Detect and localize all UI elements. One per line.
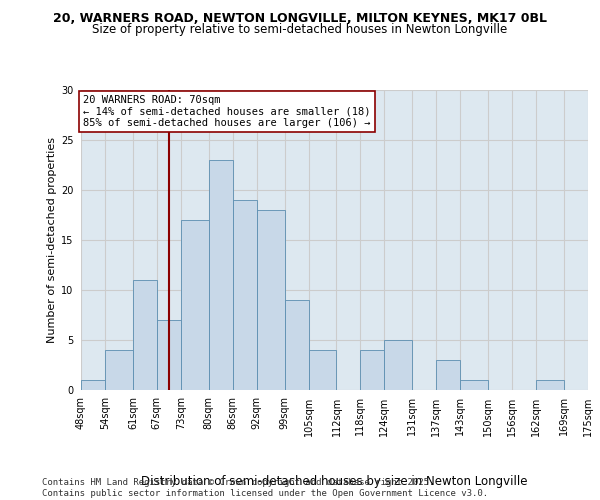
Bar xyxy=(436,360,460,390)
Bar xyxy=(233,200,257,390)
Text: 20 WARNERS ROAD: 70sqm
← 14% of semi-detached houses are smaller (18)
85% of sem: 20 WARNERS ROAD: 70sqm ← 14% of semi-det… xyxy=(83,95,370,128)
Bar xyxy=(81,380,105,390)
Bar xyxy=(133,280,157,390)
Bar xyxy=(181,220,209,390)
Text: Size of property relative to semi-detached houses in Newton Longville: Size of property relative to semi-detach… xyxy=(92,22,508,36)
Bar xyxy=(257,210,284,390)
Text: Contains HM Land Registry data © Crown copyright and database right 2025.
Contai: Contains HM Land Registry data © Crown c… xyxy=(42,478,488,498)
Bar xyxy=(157,320,181,390)
Bar xyxy=(460,380,488,390)
Y-axis label: Number of semi-detached properties: Number of semi-detached properties xyxy=(47,137,56,343)
Text: 20, WARNERS ROAD, NEWTON LONGVILLE, MILTON KEYNES, MK17 0BL: 20, WARNERS ROAD, NEWTON LONGVILLE, MILT… xyxy=(53,12,547,26)
X-axis label: Distribution of semi-detached houses by size in Newton Longville: Distribution of semi-detached houses by … xyxy=(141,474,528,488)
Bar xyxy=(284,300,308,390)
Bar xyxy=(105,350,133,390)
Bar xyxy=(209,160,233,390)
Bar xyxy=(588,380,600,390)
Bar xyxy=(385,340,412,390)
Bar xyxy=(308,350,337,390)
Bar xyxy=(536,380,564,390)
Bar xyxy=(361,350,385,390)
